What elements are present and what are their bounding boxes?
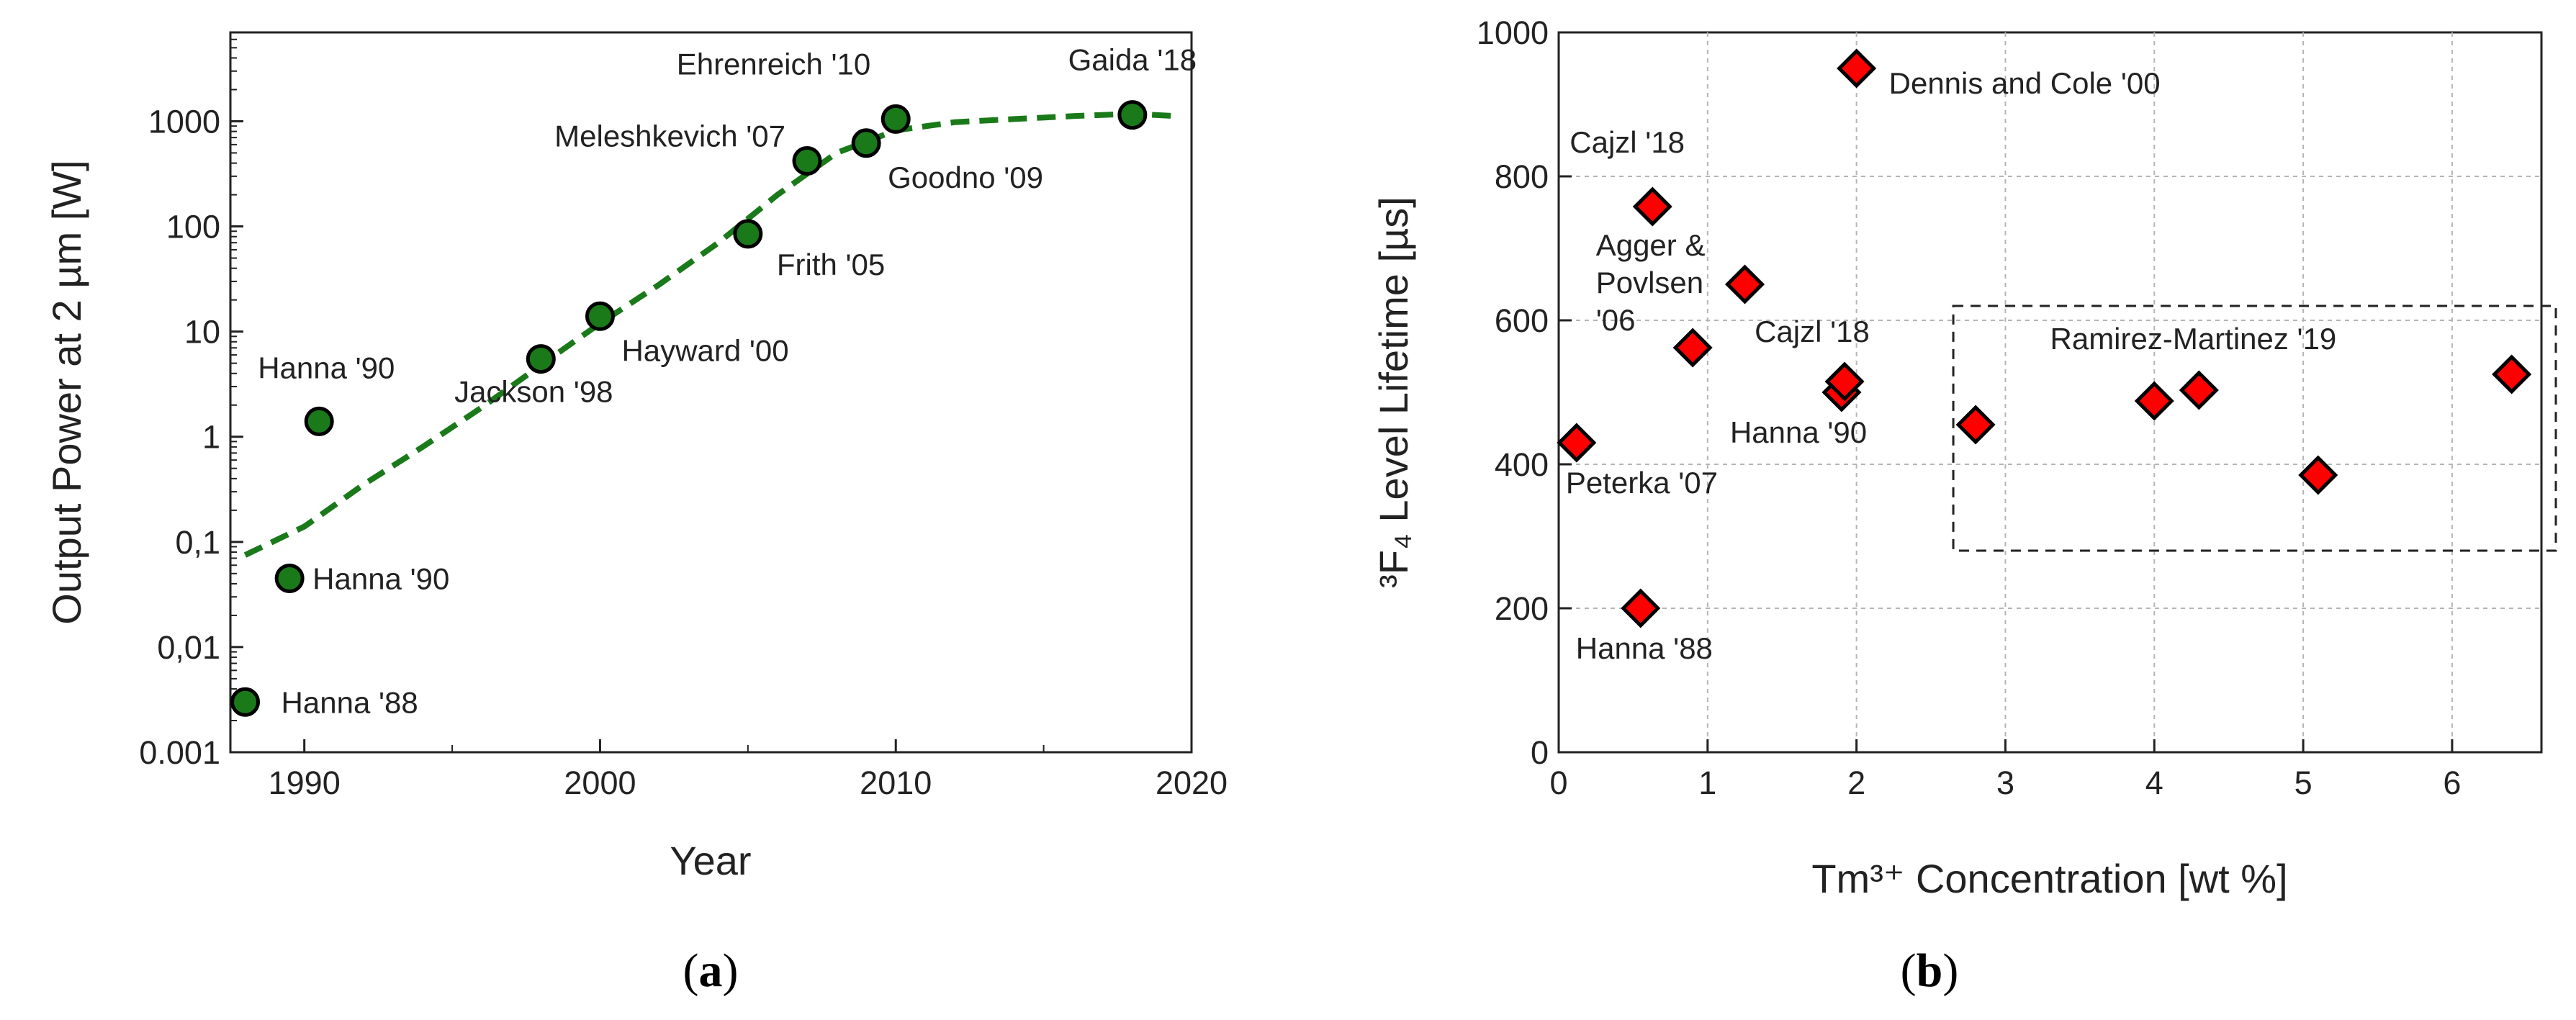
y-tick-label-a: 10 <box>184 314 220 351</box>
x-tick-label-b: 2 <box>1847 764 1865 801</box>
data-point-a <box>274 563 305 593</box>
y-axis-label-b: ³F₄ Level Lifetime [µs] <box>1371 197 1416 588</box>
point-label-a: Hanna '90 <box>312 561 449 595</box>
data-point-b <box>1955 405 1996 445</box>
data-point-a <box>1117 100 1148 130</box>
annotation-line-b: Agger & <box>1596 228 1706 262</box>
y-tick-label-a: 0,01 <box>157 629 220 666</box>
highlight-region-box <box>1952 304 2557 552</box>
trend-line <box>243 110 1177 558</box>
panel-label-b: b <box>1917 944 1943 997</box>
annotation-line-b: Ramirez-Martinez '19 <box>2050 322 2337 356</box>
data-point-b <box>2298 455 2338 495</box>
data-point-b <box>2179 370 2219 410</box>
point-label-a: Hayward '00 <box>621 333 788 367</box>
chart-b: 0 1 2 3 4 5 6 0 200 400 600 800 1000 Peterka '07 Hann… <box>1371 14 2557 997</box>
point-label-a: Jackson '98 <box>454 375 613 409</box>
point-label-b: Peterka '07 <box>1566 466 1718 500</box>
data-point-a <box>881 104 911 134</box>
data-point-b <box>1724 264 1765 304</box>
data-point-b <box>1824 361 1865 402</box>
x-tick-label-b: 0 <box>1549 764 1567 801</box>
point-label-b: Hanna '90 <box>1730 415 1867 449</box>
data-point-a <box>304 406 334 436</box>
x-tick-label-b: 1 <box>1698 764 1716 801</box>
panel-caption-a: (a) <box>683 944 739 997</box>
data-point-b <box>2134 381 2174 421</box>
data-point-a <box>230 687 261 717</box>
panel-caption-b: (b) <box>1901 944 1959 997</box>
y-tick-label-b: 600 <box>1495 302 1549 339</box>
y-tick-label-a: 1 <box>202 419 220 456</box>
y-tick-label-b: 800 <box>1495 158 1549 195</box>
x-tick-label-a: 1990 <box>269 764 341 801</box>
x-axis-label-a: Year <box>670 838 751 883</box>
y-tick-label-b: 200 <box>1495 590 1549 627</box>
point-label-a: Ehrenreich '10 <box>677 47 871 81</box>
data-point-a <box>585 301 615 331</box>
data-point-b <box>1632 186 1672 227</box>
point-label-a: Meleshkevich '07 <box>554 119 785 153</box>
data-point-b <box>1672 328 1713 368</box>
panel-label-a: a <box>699 944 723 997</box>
y-tick-label-a: 1000 <box>148 103 220 140</box>
point-label-a: Goodno '09 <box>888 161 1043 194</box>
x-tick-label-b: 4 <box>2145 764 2163 801</box>
point-label-b: Hanna '88 <box>1576 631 1713 665</box>
point-label-b: Dennis and Cole '00 <box>1889 66 2161 100</box>
y-tick-label-a: 0,1 <box>175 524 220 561</box>
data-point-b <box>1621 588 1661 628</box>
chart-a: 1990 2000 2010 2020 0.001 0,01 0,1 1 10 100 1000 H… <box>44 31 1228 997</box>
data-point-b <box>1837 48 1877 89</box>
x-tick-label-b: 6 <box>2443 764 2461 801</box>
point-label-a: Frith '05 <box>777 248 885 281</box>
data-point-a <box>851 128 881 158</box>
annotation-line-b: Povlsen <box>1596 266 1703 299</box>
y-tick-label-b: 400 <box>1495 446 1549 483</box>
data-point-b <box>2492 354 2532 394</box>
y-tick-label-a: 0.001 <box>139 734 220 771</box>
data-point-a <box>526 344 556 374</box>
point-label-a: Gaida '18 <box>1068 43 1197 77</box>
data-point-a <box>733 219 763 249</box>
x-tick-label-a: 2000 <box>564 764 636 801</box>
point-label-a: Hanna '88 <box>282 685 418 719</box>
point-label-b: Cajzl '18 <box>1570 125 1685 159</box>
x-tick-label-a: 2010 <box>860 764 932 801</box>
point-label-a: Hanna '90 <box>258 351 395 384</box>
data-point-b <box>1557 423 1597 463</box>
x-tick-label-b: 3 <box>1996 764 2014 801</box>
x-tick-label-a: 2020 <box>1156 764 1228 801</box>
plot-frame-a <box>229 31 1193 754</box>
y-tick-label-b: 0 <box>1531 734 1549 771</box>
y-tick-label-a: 100 <box>166 209 220 245</box>
point-label-b: Cajzl '18 <box>1755 315 1870 348</box>
y-tick-label-b: 1000 <box>1477 14 1549 51</box>
data-point-a <box>792 145 822 176</box>
plot-frame-b <box>1557 31 2543 754</box>
x-tick-label-b: 5 <box>2294 764 2312 801</box>
annotation-line-b: '06 <box>1596 303 1636 337</box>
y-axis-label-a: Output Power at 2 µm [W] <box>44 160 89 624</box>
x-axis-label-b: Tm³⁺ Concentration [wt %] <box>1811 856 2287 901</box>
